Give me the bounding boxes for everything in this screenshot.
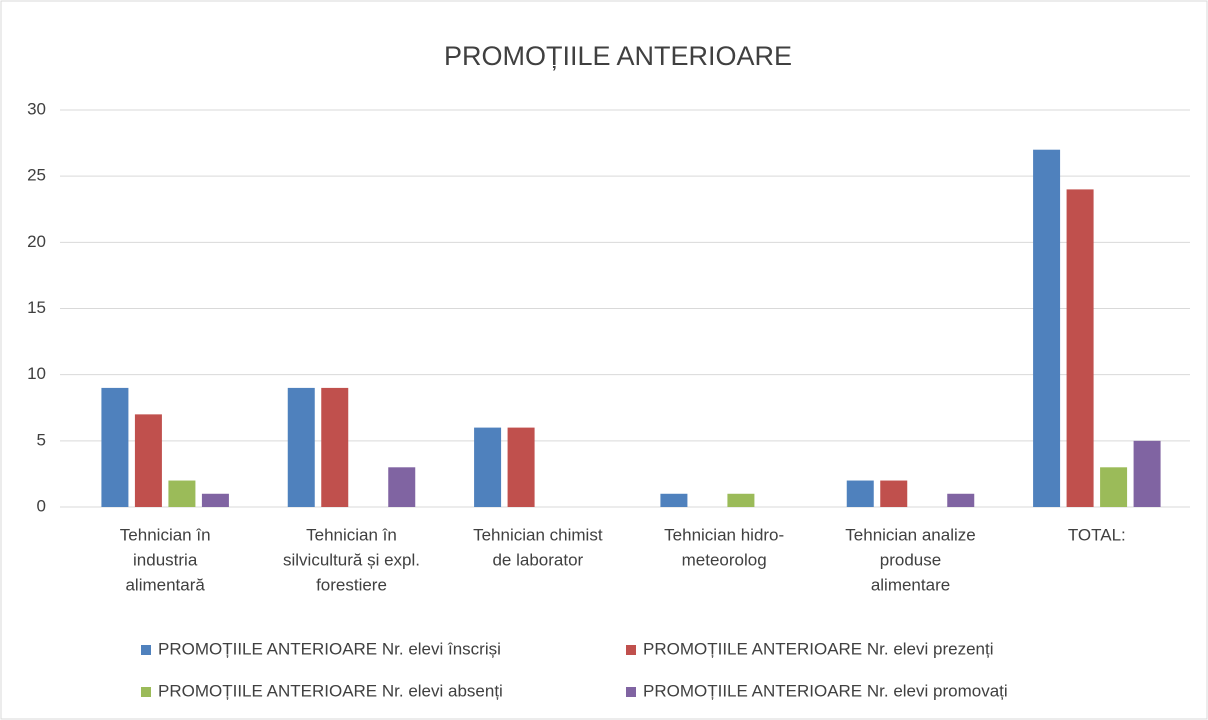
y-tick-label: 10 [27, 364, 46, 383]
x-tick-label: alimentare [871, 575, 950, 594]
bar [1033, 149, 1061, 507]
x-tick-label: meteorolog [682, 550, 767, 569]
y-tick-label: 20 [27, 232, 46, 251]
legend-swatch [626, 687, 636, 697]
legend-label: PROMOȚIILE ANTERIOARE Nr. elevi prezenți [643, 639, 993, 658]
x-tick-label: industria [133, 550, 198, 569]
bar [507, 427, 535, 507]
x-tick-label: forestiere [316, 575, 387, 594]
bar [134, 414, 162, 507]
bar [947, 493, 975, 507]
y-tick-label: 25 [27, 166, 46, 185]
bar [1100, 467, 1128, 507]
x-tick-label: TOTAL: [1068, 525, 1126, 544]
legend-swatch [141, 687, 151, 697]
x-tick-label: Tehnician analize [845, 525, 975, 544]
x-tick-label: Tehnician chimist [473, 525, 603, 544]
legend-swatch [141, 645, 151, 655]
bar [727, 493, 755, 507]
legend-label: PROMOȚIILE ANTERIOARE Nr. elevi promovaț… [643, 681, 1008, 700]
x-tick-label: Tehnician în [306, 525, 397, 544]
bar [1133, 440, 1161, 507]
x-tick-label: Tehnician hidro- [664, 525, 784, 544]
bar [201, 493, 229, 507]
bar [388, 467, 416, 507]
y-tick-label: 15 [27, 298, 46, 317]
bar [1066, 189, 1094, 507]
x-tick-label: produse [880, 550, 941, 569]
bar [101, 387, 129, 507]
legend-label: PROMOȚIILE ANTERIOARE Nr. elevi înscriși [158, 639, 501, 658]
bar [287, 387, 315, 507]
x-tick-label: Tehnician în [120, 525, 211, 544]
bar [846, 480, 874, 507]
bar [168, 480, 196, 507]
bar [474, 427, 502, 507]
legend-swatch [626, 645, 636, 655]
bar [880, 480, 908, 507]
y-tick-label: 5 [37, 430, 46, 449]
x-tick-label: alimentară [125, 575, 205, 594]
bar [660, 493, 688, 507]
chart-title: PROMOȚIILE ANTERIOARE [444, 41, 792, 71]
y-tick-label: 30 [27, 99, 46, 118]
y-tick-label: 0 [37, 496, 46, 515]
bar [321, 387, 349, 507]
x-tick-label: silvicultură și expl. [283, 550, 420, 569]
x-tick-label: de laborator [492, 550, 583, 569]
legend-label: PROMOȚIILE ANTERIOARE Nr. elevi absenți [158, 681, 503, 700]
